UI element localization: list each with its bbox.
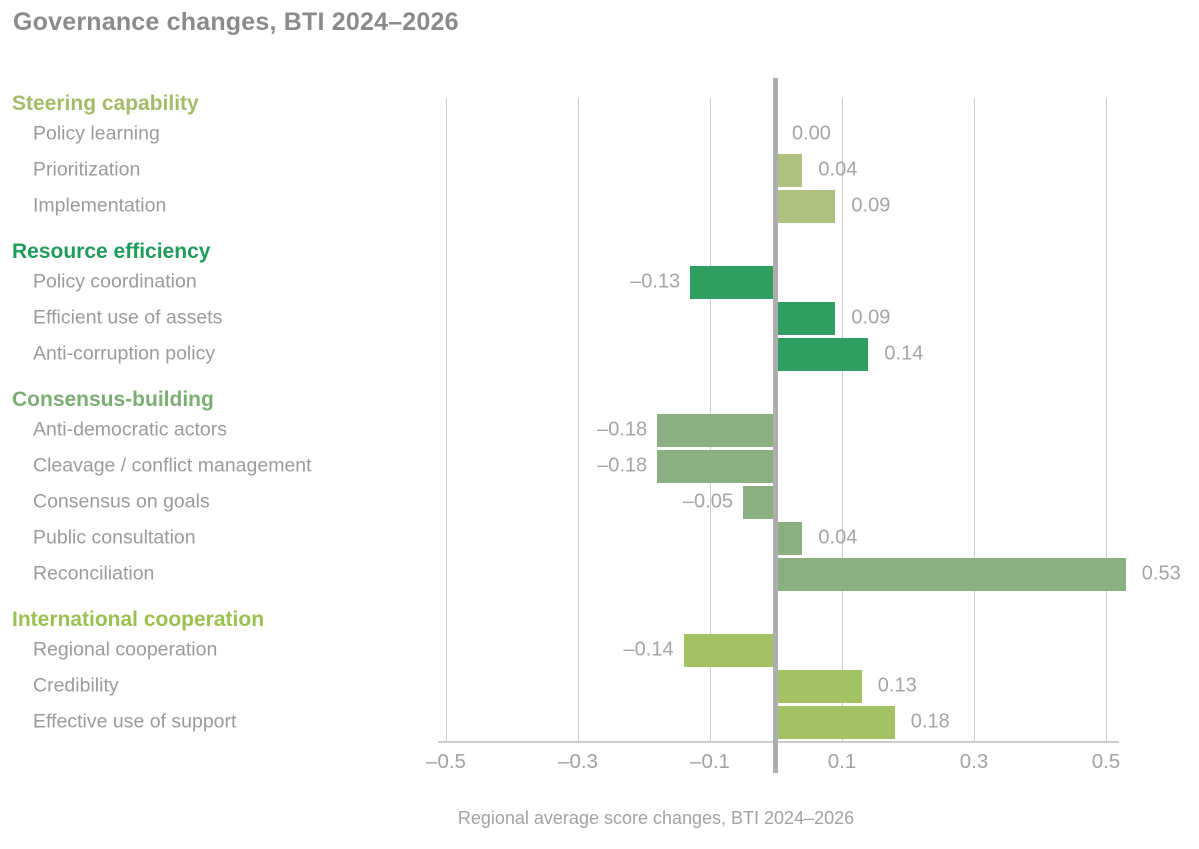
x-axis-line [438, 741, 1119, 743]
row-label: Regional cooperation [33, 638, 218, 661]
bar-value-label: –0.05 [682, 490, 733, 513]
bar-value-label: –0.18 [597, 454, 648, 477]
row-label: Policy learning [33, 122, 160, 145]
bar-value-label: 0.53 [1141, 562, 1181, 585]
x-tick-label: 0.5 [1091, 750, 1121, 773]
row-label: Public consultation [33, 526, 196, 549]
bar [657, 449, 776, 483]
bar-value-label: –0.14 [623, 638, 674, 661]
group-header: Steering capability [12, 92, 199, 115]
x-tick-label: 0.1 [827, 750, 857, 773]
page-title: Governance changes, BTI 2024–2026 [13, 8, 459, 36]
bar [776, 189, 836, 223]
bar-value-label: 0.14 [884, 342, 924, 365]
x-tick-label: –0.5 [426, 750, 466, 773]
gridline [841, 98, 843, 742]
bar-value-label: 0.09 [851, 194, 891, 217]
bar [657, 413, 776, 447]
bar-value-label: 0.00 [792, 122, 831, 145]
bar [683, 633, 776, 667]
row-label: Reconciliation [33, 562, 155, 585]
row-label: Implementation [33, 194, 167, 217]
x-tick-label: 0.3 [959, 750, 989, 773]
gridline [973, 98, 975, 742]
group-header: Resource efficiency [12, 240, 211, 263]
bar-value-label: 0.04 [818, 158, 858, 181]
row-label: Credibility [33, 674, 119, 697]
row-label: Policy coordination [33, 270, 197, 293]
row-label: Effective use of support [33, 710, 237, 733]
bar-value-label: 0.18 [910, 710, 950, 733]
bar [776, 669, 862, 703]
bar [690, 265, 776, 299]
gridline [1105, 98, 1107, 742]
bar [776, 153, 803, 187]
x-tick-label: –0.3 [558, 750, 598, 773]
bar [776, 705, 895, 739]
zero-baseline [773, 78, 778, 773]
row-label: Consensus on goals [33, 490, 210, 513]
gridline [577, 98, 579, 742]
bar [743, 485, 776, 519]
bar-value-label: 0.09 [851, 306, 891, 329]
x-axis-caption: Regional average score changes, BTI 2024… [457, 808, 855, 828]
row-label: Anti-democratic actors [33, 418, 227, 441]
gridline [445, 98, 447, 742]
group-header: Consensus-building [12, 388, 214, 411]
bar [776, 301, 836, 335]
bar [776, 337, 869, 371]
row-label: Cleavage / conflict management [33, 454, 312, 477]
bar-value-label: 0.13 [877, 674, 917, 697]
bar-value-label: 0.04 [818, 526, 858, 549]
row-label: Efficient use of assets [33, 306, 223, 329]
row-label: Anti-corruption policy [33, 342, 216, 365]
row-label: Prioritization [33, 158, 141, 181]
bar-value-label: –0.13 [630, 270, 681, 293]
x-tick-label: –0.1 [690, 750, 730, 773]
bar [776, 557, 1126, 591]
bar [776, 521, 803, 555]
bar-value-label: –0.18 [597, 418, 648, 441]
group-header: International cooperation [12, 608, 265, 631]
